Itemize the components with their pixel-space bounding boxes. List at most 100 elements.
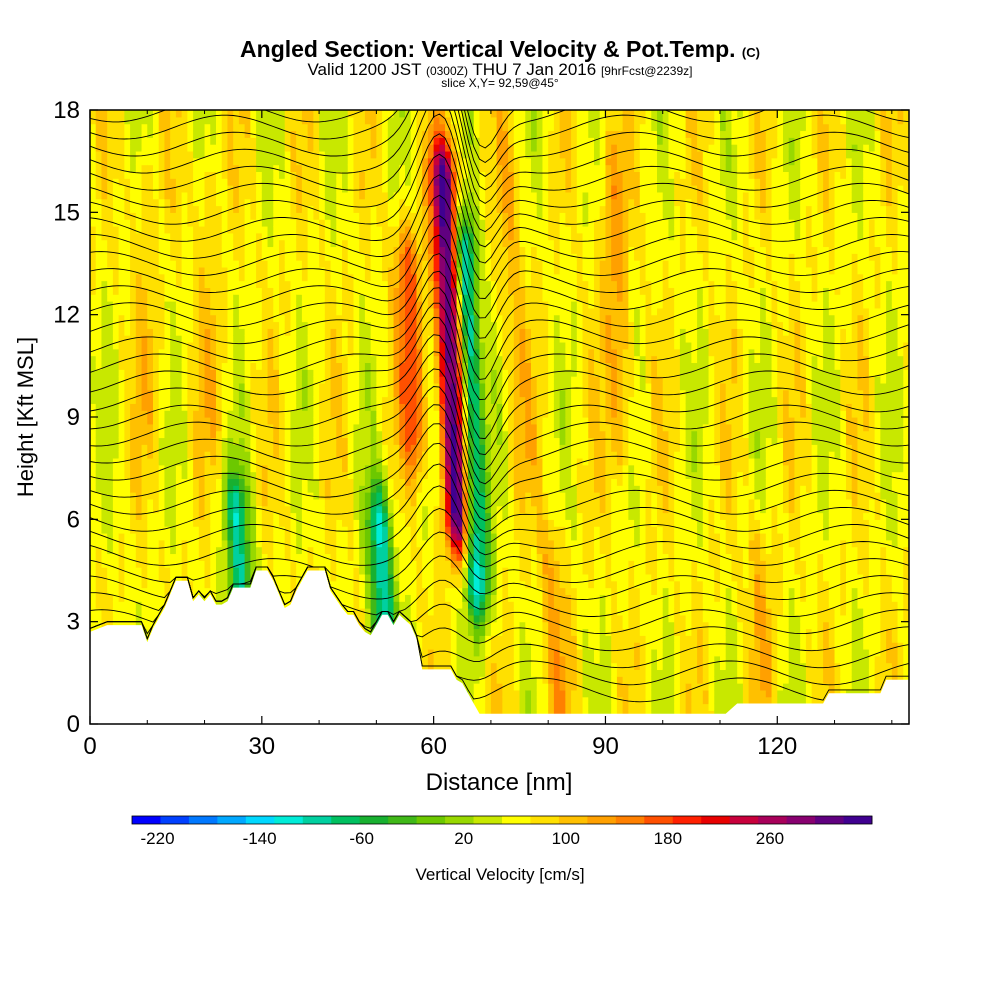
velocity-cell: [330, 567, 337, 575]
velocity-cell: [267, 123, 274, 132]
velocity-cell: [153, 307, 160, 316]
velocity-cell: [158, 273, 166, 282]
velocity-cell: [112, 532, 120, 541]
velocity-cell: [364, 587, 372, 595]
velocity-cell: [187, 526, 194, 534]
velocity-cell: [359, 601, 366, 609]
velocity-cell: [370, 328, 377, 336]
velocity-cell: [279, 178, 286, 186]
velocity-cell: [153, 478, 160, 486]
velocity-cell: [393, 348, 400, 357]
velocity-cell: [90, 567, 97, 575]
velocity-cell: [107, 601, 114, 609]
velocity-cell: [347, 601, 355, 609]
velocity-cell: [393, 573, 400, 582]
velocity-cell: [181, 239, 188, 248]
velocity-cell: [216, 301, 223, 309]
velocity-cell: [101, 239, 108, 248]
velocity-cell: [267, 553, 274, 561]
velocity-cell: [284, 389, 292, 398]
velocity-cell: [181, 553, 188, 561]
velocity-cell: [301, 328, 309, 336]
velocity-cell: [101, 362, 108, 370]
velocity-cell: [387, 471, 395, 479]
velocity-cell: [135, 464, 143, 473]
velocity-cell: [141, 335, 148, 343]
velocity-cell: [147, 614, 154, 623]
velocity-cell: [158, 348, 166, 357]
velocity-cell: [296, 430, 303, 439]
velocity-cell: [204, 532, 211, 541]
velocity-cell: [227, 505, 234, 514]
velocity-cell: [204, 498, 211, 507]
velocity-cell: [290, 580, 297, 589]
velocity-cell: [284, 376, 292, 384]
velocity-cell: [193, 526, 200, 534]
velocity-cell: [290, 287, 297, 295]
velocity-cell: [319, 369, 326, 377]
velocity-cell: [290, 464, 297, 473]
velocity-cell: [370, 225, 377, 234]
velocity-cell: [221, 137, 229, 145]
velocity-cell: [376, 260, 383, 268]
velocity-cell: [342, 232, 349, 241]
velocity-cell: [382, 464, 389, 473]
velocity-cell: [147, 239, 154, 248]
velocity-cell: [359, 294, 366, 302]
velocity-cell: [364, 526, 372, 534]
velocity-cell: [216, 205, 223, 213]
velocity-cell: [170, 178, 177, 186]
velocity-cell: [353, 348, 360, 357]
velocity-cell: [307, 410, 314, 418]
velocity-cell: [256, 539, 263, 548]
velocity-cell: [227, 301, 234, 309]
velocity-cell: [330, 294, 337, 302]
velocity-cell: [313, 423, 320, 432]
velocity-cell: [101, 492, 108, 500]
velocity-cell: [90, 382, 97, 391]
velocity-cell: [364, 451, 372, 459]
velocity-cell: [364, 553, 372, 561]
velocity-cell: [101, 110, 108, 118]
velocity-cell: [147, 587, 154, 595]
velocity-cell: [273, 328, 280, 336]
velocity-cell: [307, 335, 314, 343]
velocity-cell: [158, 130, 166, 138]
velocity-cell: [135, 198, 143, 207]
velocity-cell: [101, 212, 108, 220]
velocity-cell: [238, 464, 246, 473]
velocity-cell: [198, 301, 206, 309]
velocity-cell: [147, 526, 154, 534]
velocity-cell: [238, 376, 246, 384]
velocity-cell: [301, 273, 309, 282]
velocity-cell: [187, 110, 194, 118]
velocity-cell: [261, 171, 269, 179]
velocity-cell: [301, 239, 309, 248]
velocity-cell: [175, 369, 183, 377]
velocity-cell: [364, 137, 372, 145]
velocity-cell: [210, 219, 217, 227]
velocity-cell: [147, 444, 154, 452]
velocity-cell: [193, 362, 200, 370]
velocity-cell: [342, 376, 349, 384]
velocity-cell: [353, 253, 360, 261]
velocity-cell: [90, 205, 97, 213]
velocity-cell: [319, 492, 326, 500]
velocity-cell: [147, 492, 154, 500]
velocity-cell: [141, 437, 148, 445]
velocity-cell: [90, 614, 97, 623]
velocity-cell: [227, 157, 234, 166]
velocity-cell: [244, 505, 251, 514]
velocity-cell: [267, 546, 274, 555]
velocity-cell: [279, 410, 286, 418]
velocity-cell: [181, 246, 188, 254]
velocity-cell: [107, 225, 114, 234]
velocity-cell: [376, 573, 383, 582]
velocity-cell: [175, 219, 183, 227]
velocity-cell: [342, 171, 349, 179]
velocity-cell: [261, 185, 269, 193]
velocity-cell: [204, 539, 211, 548]
velocity-cell: [187, 369, 194, 377]
velocity-cell: [364, 396, 372, 404]
velocity-cell: [135, 417, 143, 425]
